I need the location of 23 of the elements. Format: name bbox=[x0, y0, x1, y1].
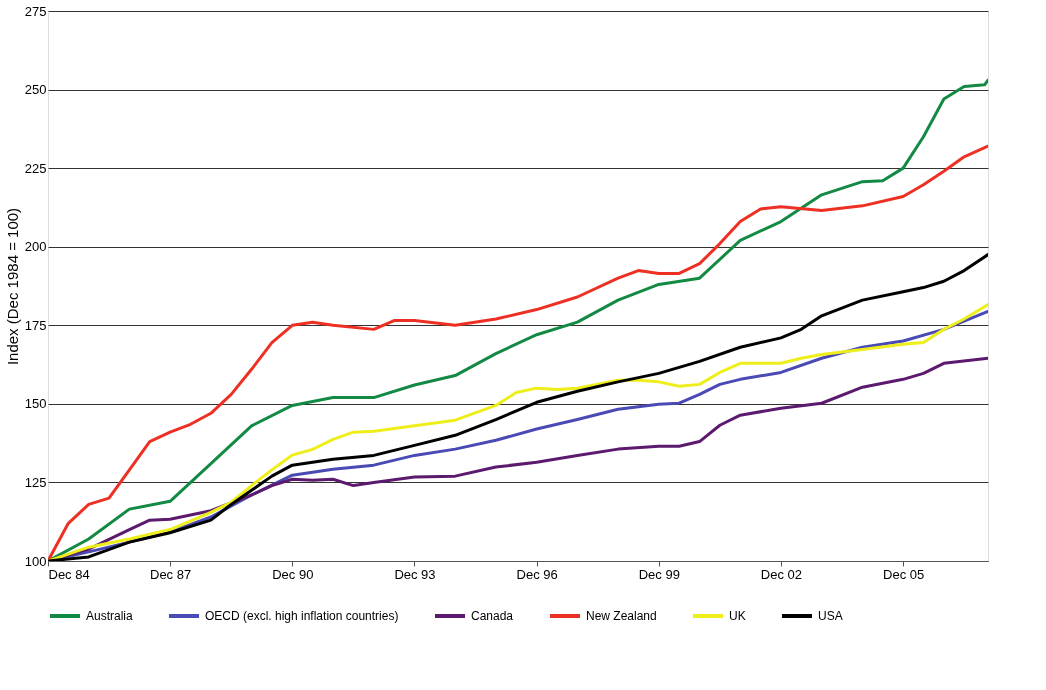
legend-label: UK bbox=[729, 609, 746, 623]
y-tick-label: 100 bbox=[24, 553, 47, 569]
x-tick-label: Dec 84 bbox=[48, 566, 90, 582]
y-tick-label: 275 bbox=[24, 3, 47, 19]
y-tick-label: 175 bbox=[24, 317, 47, 333]
y-tick-label: 200 bbox=[24, 239, 47, 255]
y-axis-title: Index (Dec 1984 = 100) bbox=[3, 207, 21, 366]
x-tick-label: Dec 93 bbox=[394, 566, 436, 582]
x-tick-label: Dec 02 bbox=[760, 566, 803, 582]
y-tick-label: 225 bbox=[24, 160, 47, 176]
legend-label: OECD (excl. high inflation countries) bbox=[205, 609, 399, 623]
y-tick-label: 125 bbox=[24, 474, 47, 490]
y-tick-label: 250 bbox=[24, 82, 47, 98]
x-tick-label: Dec 05 bbox=[883, 566, 925, 582]
y-tick-label: 150 bbox=[24, 396, 47, 412]
legend-label: New Zealand bbox=[586, 609, 657, 623]
legend-label: Canada bbox=[471, 609, 514, 623]
x-tick-label: Dec 87 bbox=[149, 566, 192, 582]
x-tick-label: Dec 90 bbox=[272, 566, 314, 582]
x-tick-label: Dec 99 bbox=[638, 566, 680, 582]
legend-label: USA bbox=[818, 609, 843, 623]
legend-label: Australia bbox=[86, 609, 134, 623]
x-tick-label: Dec 96 bbox=[516, 566, 558, 582]
